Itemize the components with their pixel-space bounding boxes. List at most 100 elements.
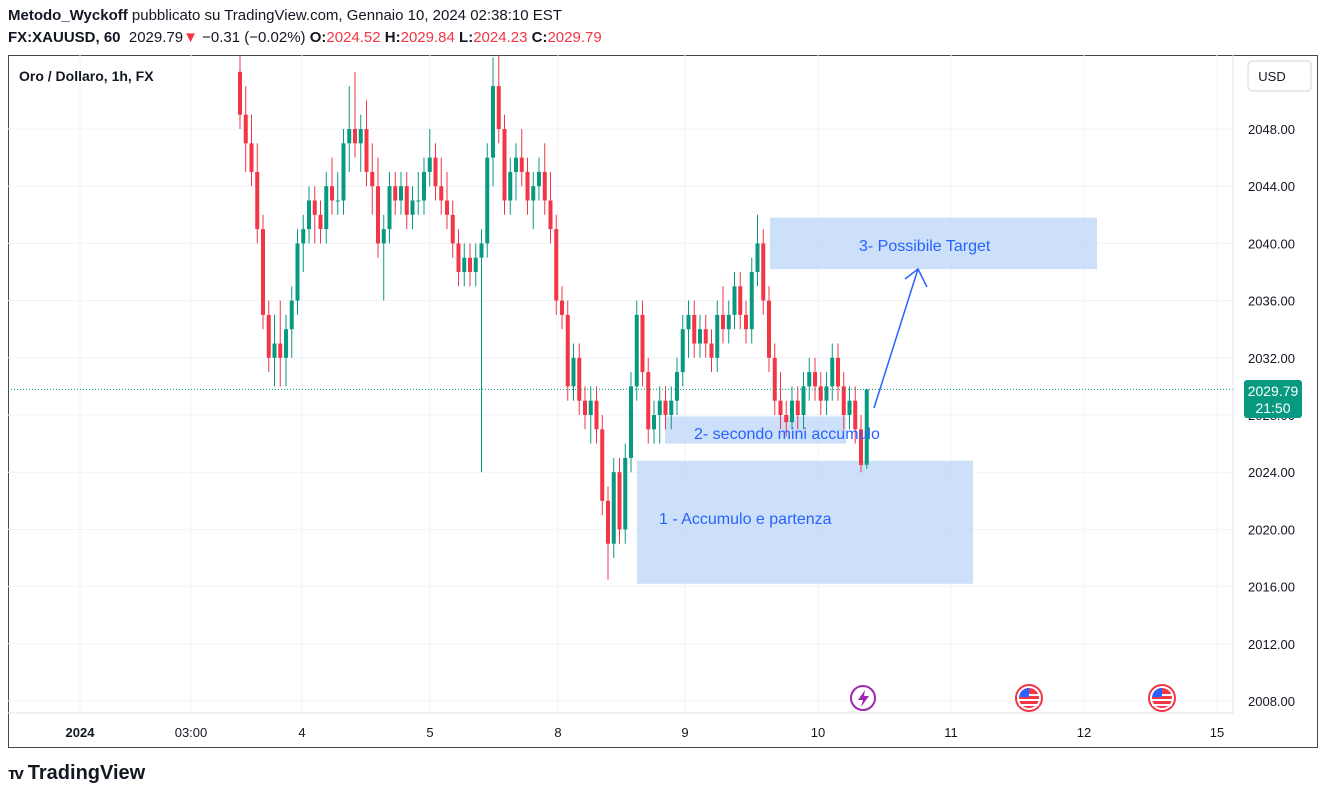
price-tick-label: 2044.00 xyxy=(1248,179,1295,194)
candle-body xyxy=(462,257,467,272)
candle-body xyxy=(387,186,392,230)
candle-body xyxy=(761,243,766,301)
time-axis[interactable]: 2024 03:00 4 5 8 9 10 11 12 15 xyxy=(8,712,1233,740)
candle-body xyxy=(571,357,576,387)
candle-body xyxy=(261,229,265,315)
price-tick-label: 2016.00 xyxy=(1248,580,1295,595)
time-tick-label: 11 xyxy=(944,725,958,740)
price-badge-value: 2029.79 xyxy=(1248,383,1299,399)
currency-button[interactable]: USD xyxy=(1247,60,1312,92)
price-tick-label: 2008.00 xyxy=(1248,694,1295,709)
candle-body xyxy=(439,186,444,201)
candle-body xyxy=(531,186,536,201)
candle-body xyxy=(617,472,622,530)
low-value: 2024.23 xyxy=(473,29,528,46)
target-arrow[interactable] xyxy=(873,267,928,409)
annotation-box-3 xyxy=(770,217,1097,270)
candle-body xyxy=(284,329,288,358)
price-badge: 2029.79 21:50 xyxy=(1244,380,1302,418)
tradingview-logo[interactable]: ᴛᴠ TradingView xyxy=(8,762,145,785)
candle-body xyxy=(818,386,823,401)
annotation-label-3: 3- Possibile Target xyxy=(859,238,991,255)
author-name[interactable]: Metodo_Wyckoff xyxy=(8,7,128,24)
candle-body xyxy=(335,200,340,202)
down-arrow-icon: ▼ xyxy=(183,29,198,46)
candle-body xyxy=(381,229,386,244)
candle-body xyxy=(698,329,702,344)
price-badge-bg xyxy=(1244,380,1302,418)
candle-body xyxy=(565,314,570,387)
candle-body xyxy=(347,129,352,144)
price-tick-label: 2036.00 xyxy=(1248,294,1295,309)
candle-body xyxy=(542,171,547,201)
high-value: 2029.84 xyxy=(400,29,455,46)
candle-body xyxy=(646,372,651,430)
candle-body xyxy=(272,343,277,358)
time-tick-label: 15 xyxy=(1210,725,1224,740)
symbol-label: FX:XAUUSD, 60 xyxy=(8,29,121,46)
us-flag-icon[interactable] xyxy=(1015,684,1043,712)
candle-body xyxy=(496,86,501,129)
candle-body xyxy=(330,186,334,201)
candle-body xyxy=(594,400,599,430)
candle-body xyxy=(249,143,254,172)
candle-body xyxy=(864,389,869,465)
candle-body xyxy=(652,415,656,430)
candle-body xyxy=(640,314,645,373)
candle-body xyxy=(537,171,541,187)
chart-frame xyxy=(8,55,1318,748)
annotation-boxes[interactable] xyxy=(637,217,1097,584)
candle-body xyxy=(634,314,639,387)
candle-body xyxy=(318,214,323,230)
candle-body xyxy=(859,429,863,466)
candle-body xyxy=(525,171,530,201)
candles xyxy=(238,55,869,580)
candle-body xyxy=(312,200,317,215)
candle-body xyxy=(502,129,507,201)
low-label: L: xyxy=(459,29,474,46)
candle-body xyxy=(422,171,426,201)
us-flag-icon[interactable] xyxy=(1148,684,1176,712)
candle-body xyxy=(548,200,553,230)
candle-body xyxy=(801,386,806,415)
time-tick-label: 10 xyxy=(811,725,825,740)
time-tick-label: 8 xyxy=(554,725,561,740)
candle-body xyxy=(830,357,835,387)
close-label: C: xyxy=(531,29,548,46)
candle-body xyxy=(364,129,369,172)
tradingview-logo-icon: ᴛᴠ xyxy=(8,763,24,783)
candle-body xyxy=(657,400,662,415)
price-tick-label: 2024.00 xyxy=(1248,465,1295,480)
currency-label: USD xyxy=(1258,69,1285,84)
candle-body xyxy=(376,186,380,244)
candle-body xyxy=(295,243,300,301)
candle-body xyxy=(755,243,760,272)
chart-title: Oro / Dollaro, 1h, FX xyxy=(19,68,154,84)
price-chart[interactable]: 1 - Accumulo e partenza 2- secondo mini a… xyxy=(8,55,1318,748)
candle-body xyxy=(623,457,628,530)
candle-body xyxy=(243,114,248,144)
candle-body xyxy=(479,243,484,258)
candle-body xyxy=(600,429,605,501)
brand-name: TradingView xyxy=(27,762,146,784)
close-value: 2029.79 xyxy=(547,29,602,46)
candle-body xyxy=(393,186,398,201)
candle-body xyxy=(726,314,731,330)
candle-body xyxy=(519,157,524,172)
candle-body xyxy=(715,314,720,358)
candle-body xyxy=(692,314,697,344)
candle-body xyxy=(255,171,260,230)
flash-event-icon[interactable] xyxy=(850,685,876,711)
price-tick-label: 2032.00 xyxy=(1248,351,1295,366)
candle-body xyxy=(514,157,518,172)
candle-body xyxy=(399,186,403,201)
candle-body xyxy=(416,200,421,202)
annotation-label-1: 1 - Accumulo e partenza xyxy=(659,511,832,528)
candle-body xyxy=(433,157,438,187)
candle-body xyxy=(721,314,725,330)
last-price: 2029.79 xyxy=(128,29,184,46)
candle-body xyxy=(341,143,346,201)
price-tick-label: 2048.00 xyxy=(1248,122,1295,137)
candle-body xyxy=(445,200,449,215)
candle-body xyxy=(370,171,375,187)
